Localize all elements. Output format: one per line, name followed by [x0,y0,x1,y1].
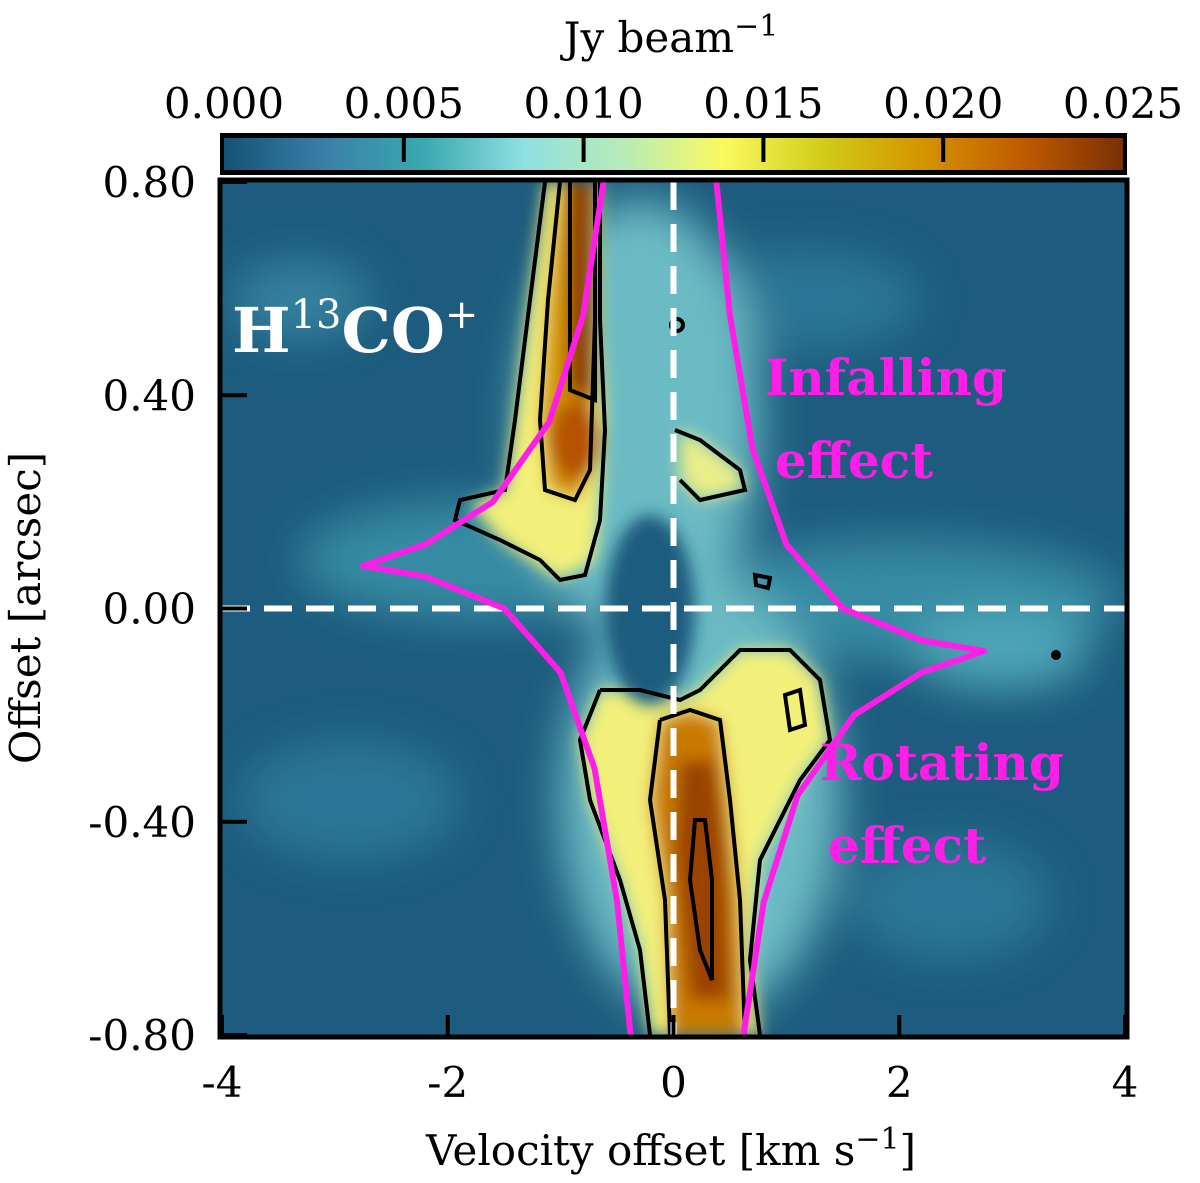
annotation-rotating: Rotating [820,733,1064,792]
colorbar-tick-label: 0.005 [344,79,464,128]
colorbar-tick-label: 0.015 [703,79,823,128]
y-axis-label: Offset [arcsec] [1,452,50,764]
colorbar-label: Jy beam−1 [560,9,779,62]
contour [674,428,748,503]
heatmap [222,182,1125,1035]
x-tick-label: 4 [1112,1058,1139,1107]
annotation-infalling: Infalling [765,348,1007,407]
contour [452,182,608,583]
x-tick-label: 2 [886,1058,913,1107]
annotation-infalling-effect: effect [775,431,933,490]
x-tick-label: -4 [202,1058,243,1107]
y-tick-label: 0.80 [102,158,196,207]
colorbar-tick-label: 0.000 [164,79,284,128]
y-tick-label: 0.00 [102,585,196,634]
contour [568,182,597,403]
contour [752,572,773,591]
colorbar-tick-label: 0.025 [1063,79,1183,128]
annotation-rotating-effect: effect [828,816,986,875]
contour [782,687,808,733]
plot-frame [217,177,1130,1040]
contour [687,818,714,981]
colorbar [224,138,1123,170]
contour [647,707,747,1035]
y-tick-label: 0.40 [102,371,196,420]
y-tick-label: -0.40 [88,798,196,847]
colorbar-tick-label: 0.020 [883,79,1003,128]
x-axis-label: Velocity offset [km s−1] [425,1122,916,1175]
x-tick-label: -2 [427,1058,468,1107]
species-label: H13CO+ [232,292,478,367]
contour [1051,650,1061,660]
model-curve-left [360,182,634,1035]
y-tick-label: -0.80 [88,1011,196,1060]
x-tick-label: 0 [660,1058,687,1107]
colorbar-tick-label: 0.010 [523,79,643,128]
model-curve-right [713,182,987,1035]
